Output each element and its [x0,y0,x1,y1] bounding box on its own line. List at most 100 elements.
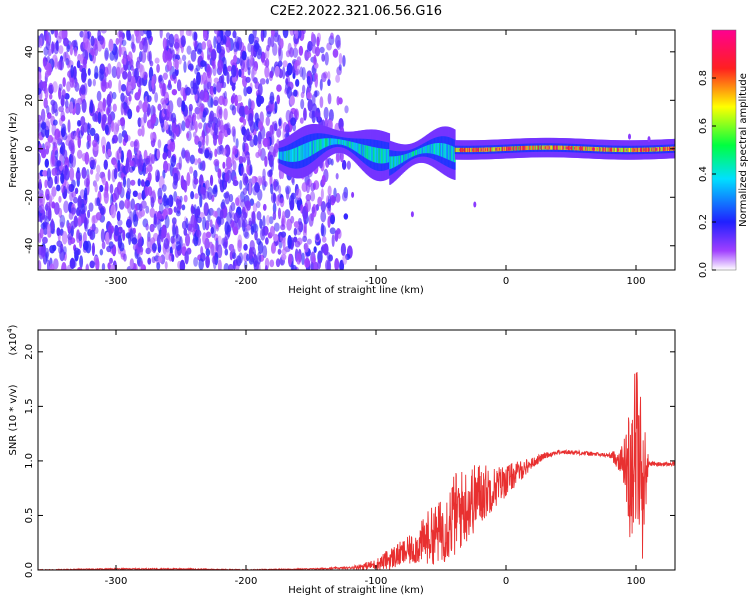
heat-cell [196,71,201,86]
heat-cell [274,101,278,114]
heat-cell [91,215,96,225]
heat-cell [190,49,197,62]
heat-cell [41,127,46,138]
heat-cell [169,42,174,55]
heat-cell [256,45,263,60]
heat-cell [150,122,154,130]
heat-cell [324,117,329,129]
heat-cell [208,113,214,125]
heat-cell [324,51,329,66]
heat-cell [235,255,242,267]
heat-cell [56,184,61,192]
heat-cell [182,182,187,191]
heat-cell [281,253,287,261]
heat-cell [276,84,282,92]
heat-cell [101,241,106,250]
heat-cell [231,252,237,260]
heat-cell [147,257,152,265]
heat-cell [253,134,258,146]
heat-cell [221,171,226,180]
heat-cell [46,62,52,76]
heat-cell [60,172,65,185]
heat-cell [130,140,135,148]
heat-cell [138,77,145,86]
heat-cell [202,232,207,245]
heat-cell [103,159,108,170]
heat-cell [210,91,214,99]
heat-cell [230,95,235,105]
heat-cell [277,207,282,220]
heat-cell [226,71,230,85]
heat-cell [95,257,100,270]
heat-cell [204,149,210,159]
heat-cell [268,101,275,113]
heat-cell [131,33,135,47]
heat-cell [338,97,343,105]
heat-cell [284,185,291,195]
heat-cell [38,71,42,83]
heat-cell [153,219,158,228]
heat-cell [209,219,213,228]
heat-cell [58,154,64,162]
heat-cell [224,248,229,256]
heat-cell [46,105,50,115]
heat-cell [327,185,332,196]
heat-cell [289,95,295,106]
heat-cell [107,114,113,125]
heat-cell [228,193,234,203]
heat-cell [334,257,340,270]
heat-cell [199,89,205,101]
heat-cell [272,148,277,158]
heat-cell [58,83,63,92]
heat-cell [295,188,302,201]
heat-cell [137,128,143,137]
heat-cell [109,257,113,264]
heat-cell [243,243,248,251]
heat-cell [254,230,258,241]
heat-cell [176,198,180,209]
heat-cell [56,160,62,167]
heat-cell [217,259,222,270]
heat-cell [42,215,48,222]
heat-cell [85,263,89,270]
heat-cell [305,179,311,194]
heat-cell [327,79,331,87]
heat-cell [273,222,280,232]
heat-cell [206,63,211,77]
heat-cell [129,228,134,242]
heat-cell [265,237,269,245]
heat-cell [332,48,339,58]
x-tick-label: -300 [105,576,128,587]
y-tick-label: 40 [24,45,35,58]
heat-cell [335,74,341,83]
heat-cell [186,247,192,255]
heat-cell [264,156,268,168]
heat-cell [59,221,65,229]
x-tick-label: -200 [235,276,258,287]
x-tick-label: 0 [503,276,509,287]
heat-cell [327,194,332,207]
heat-cell [235,138,239,149]
heat-cell [142,101,148,114]
heat-cell [259,78,266,85]
heat-cell [264,65,270,78]
heat-cell [306,75,311,86]
spectrogram-y-ticks: -40 -20 0 20 40 [24,45,675,254]
heat-cell [60,115,66,122]
spectrogram-y-label: Frequency (Hz) [8,112,19,188]
heat-cell [107,148,112,157]
heat-cell [167,149,172,159]
heat-cell [44,141,51,150]
heat-cell [61,231,68,245]
heat-cell [74,187,79,195]
heat-cell [40,121,47,130]
heat-cell [129,211,134,224]
heat-cell [123,253,127,262]
heat-cell [157,187,163,200]
heat-cell [206,39,212,49]
heat-cell [64,180,69,190]
heat-cell [180,35,186,48]
heat-cell [168,124,172,136]
heat-cell [335,34,341,48]
